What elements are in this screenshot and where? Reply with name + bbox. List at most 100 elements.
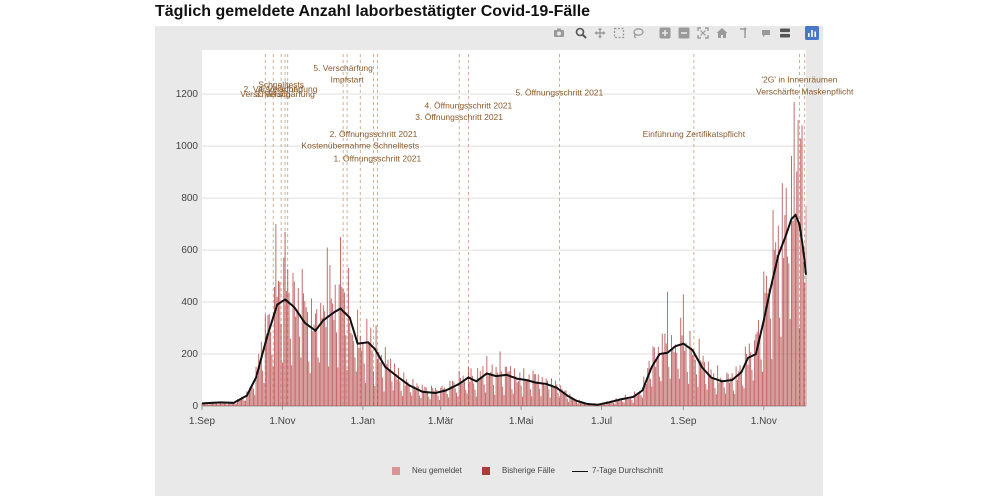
- bar-bisherige-faelle: [537, 374, 539, 406]
- bar-bisherige-faelle: [533, 374, 535, 406]
- bar-bisherige-faelle: [249, 388, 250, 406]
- bar-bisherige-faelle: [802, 262, 804, 406]
- bar-bisherige-faelle: [314, 313, 316, 406]
- bar-bisherige-faelle: [667, 291, 669, 406]
- bar-bisherige-faelle: [254, 395, 256, 406]
- bar-bisherige-faelle: [427, 391, 428, 406]
- bar-bisherige-faelle: [800, 138, 802, 406]
- bar-bisherige-faelle: [258, 353, 260, 406]
- bar-bisherige-faelle: [425, 387, 427, 406]
- bar-bisherige-faelle: [234, 403, 236, 406]
- bar-bisherige-faelle: [738, 371, 740, 406]
- bar-bisherige-faelle: [303, 293, 305, 406]
- bar-bisherige-faelle: [395, 373, 397, 406]
- bar-bisherige-faelle: [223, 402, 225, 406]
- event-label: 2. Verschärfung: [243, 84, 303, 94]
- x-tick-label: 1.Mai: [509, 416, 533, 427]
- bar-bisherige-faelle: [412, 378, 414, 406]
- bar-bisherige-faelle: [328, 366, 330, 406]
- hover-compare-icon[interactable]: [779, 27, 791, 39]
- bar-bisherige-faelle: [421, 384, 423, 406]
- spike-lines-icon[interactable]: [739, 27, 751, 39]
- bar-bisherige-faelle: [280, 324, 282, 406]
- bar-bisherige-faelle: [293, 281, 295, 406]
- bar-bisherige-faelle: [479, 371, 481, 406]
- lasso-select-icon[interactable]: [632, 27, 644, 39]
- bar-bisherige-faelle: [288, 292, 290, 406]
- bar-bisherige-faelle: [337, 367, 339, 406]
- bar-bisherige-faelle: [685, 342, 687, 406]
- bar-bisherige-faelle: [698, 338, 700, 406]
- x-tick-label: 1.Nov: [751, 416, 777, 427]
- bar-bisherige-faelle: [437, 395, 439, 406]
- bar-bisherige-faelle: [221, 402, 223, 406]
- bar-bisherige-faelle: [318, 362, 320, 406]
- bar-bisherige-faelle: [206, 404, 208, 406]
- bar-bisherige-faelle: [639, 391, 641, 406]
- pan-icon[interactable]: [594, 27, 606, 39]
- bar-bisherige-faelle: [409, 392, 411, 406]
- bar-bisherige-faelle: [310, 298, 312, 406]
- bar-bisherige-faelle: [399, 381, 401, 406]
- bar-bisherige-faelle: [585, 404, 587, 406]
- bar-bisherige-faelle: [446, 394, 448, 406]
- bar-bisherige-faelle: [651, 386, 653, 406]
- bar-bisherige-faelle: [390, 358, 392, 406]
- bar-bisherige-faelle: [482, 366, 484, 406]
- bar-bisherige-faelle: [752, 380, 754, 406]
- bar-bisherige-faelle: [474, 389, 476, 406]
- y-tick-label: 0: [192, 401, 198, 412]
- bar-bisherige-faelle: [787, 256, 789, 406]
- bar-bisherige-faelle: [283, 257, 285, 406]
- zoom-out-icon[interactable]: [678, 27, 690, 39]
- zoom-in-icon[interactable]: [659, 27, 671, 39]
- bar-bisherige-faelle: [707, 361, 709, 406]
- bar-bisherige-faelle: [499, 351, 501, 406]
- bar-bisherige-faelle: [713, 373, 715, 406]
- bar-bisherige-faelle: [671, 335, 672, 406]
- bar-bisherige-faelle: [458, 370, 460, 406]
- bar-bisherige-faelle: [384, 346, 386, 406]
- plotly-logo-icon[interactable]: [805, 26, 819, 40]
- bar-bisherige-faelle: [322, 305, 324, 406]
- bar-bisherige-faelle: [694, 359, 696, 406]
- bar-bisherige-faelle: [465, 389, 467, 406]
- bar-bisherige-faelle: [440, 387, 442, 406]
- event-label: 3. Verschärfung: [255, 89, 315, 99]
- bar-bisherige-faelle: [243, 400, 245, 406]
- bar-bisherige-faelle: [345, 335, 347, 406]
- bar-bisherige-faelle: [804, 282, 806, 406]
- bar-bisherige-faelle: [233, 403, 235, 406]
- bar-bisherige-faelle: [789, 319, 791, 406]
- bar-bisherige-faelle: [776, 255, 778, 406]
- hover-closest-icon[interactable]: [760, 27, 772, 39]
- event-label: 5. Verschärfung: [313, 63, 373, 73]
- bar-bisherige-faelle: [612, 402, 614, 406]
- bar-bisherige-faelle: [450, 386, 452, 406]
- bar-bisherige-faelle: [417, 386, 419, 406]
- bar-bisherige-faelle: [239, 398, 241, 406]
- bar-bisherige-faelle: [801, 125, 803, 406]
- bar-bisherige-faelle: [357, 309, 359, 406]
- zoom-icon[interactable]: [575, 27, 587, 39]
- bar-bisherige-faelle: [663, 352, 665, 406]
- daily-bars: [201, 101, 807, 407]
- bar-bisherige-faelle: [481, 376, 483, 406]
- bar-bisherige-faelle: [558, 398, 560, 406]
- camera-icon[interactable]: [553, 27, 565, 39]
- bar-bisherige-faelle: [463, 381, 465, 406]
- reset-axes-icon[interactable]: [716, 27, 728, 39]
- bar-bisherige-faelle: [358, 347, 360, 406]
- bar-bisherige-faelle: [717, 365, 719, 406]
- box-select-icon[interactable]: [613, 27, 625, 39]
- bar-bisherige-faelle: [471, 375, 473, 406]
- bar-bisherige-faelle: [343, 292, 345, 406]
- bar-bisherige-faelle: [342, 288, 344, 406]
- bar-bisherige-faelle: [506, 366, 508, 406]
- bar-bisherige-faelle: [296, 311, 298, 406]
- bar-bisherige-faelle: [379, 362, 381, 406]
- bar-bisherige-faelle: [267, 315, 269, 406]
- autoscale-icon[interactable]: [697, 27, 709, 39]
- bar-bisherige-faelle: [793, 101, 795, 407]
- bar-bisherige-faelle: [478, 379, 480, 406]
